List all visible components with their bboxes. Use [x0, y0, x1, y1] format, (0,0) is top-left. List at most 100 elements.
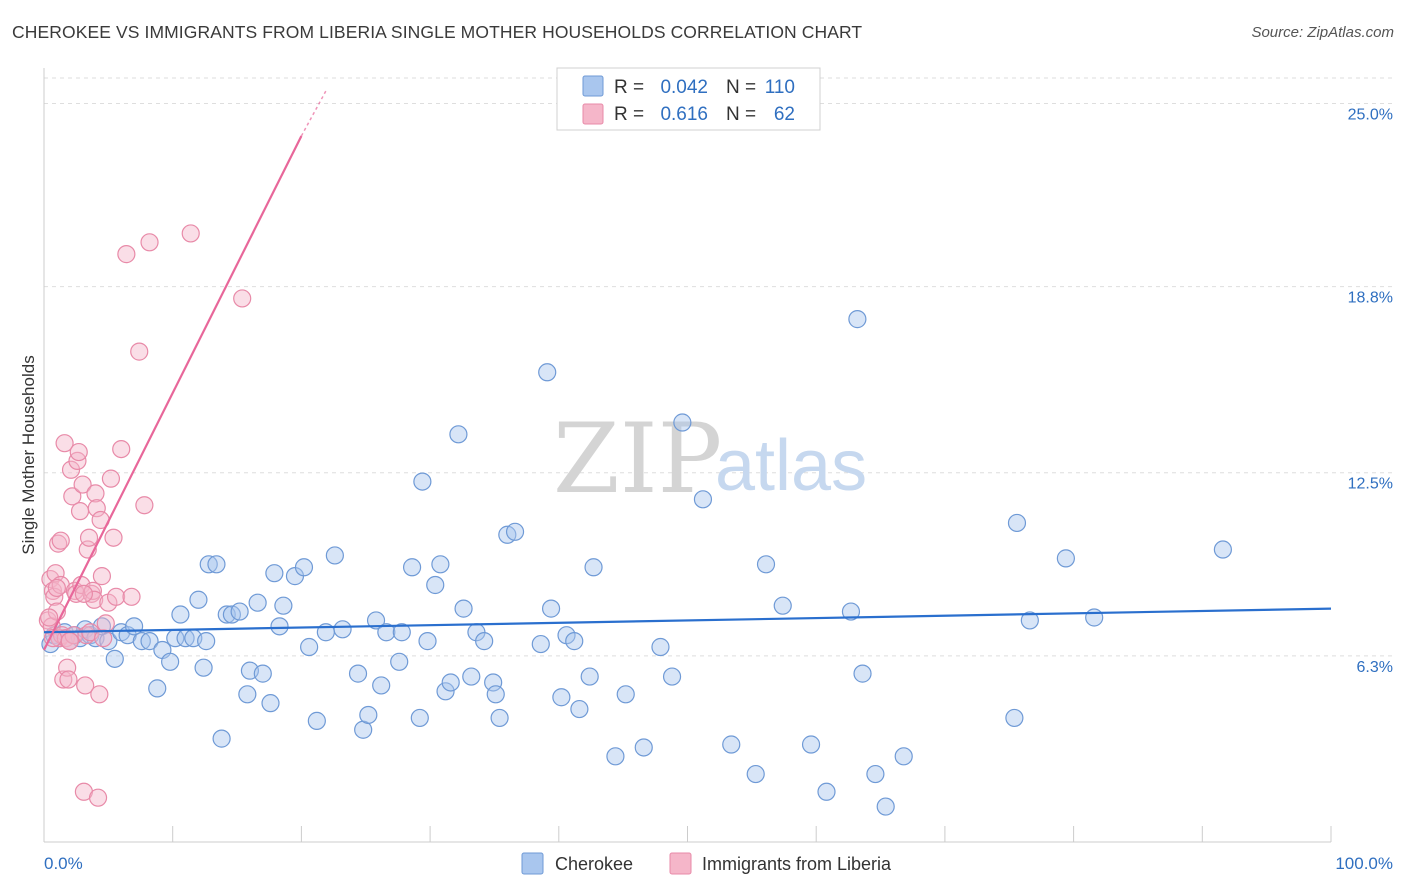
liberia-point — [140, 233, 159, 252]
cherokee-point — [1007, 513, 1027, 533]
cherokee-point — [565, 632, 584, 651]
cherokee-point — [372, 676, 391, 695]
cherokee-point — [265, 564, 284, 583]
cherokee-point — [307, 711, 326, 730]
cherokee-point — [538, 363, 557, 382]
liberia-point — [55, 434, 74, 453]
cherokee-point — [300, 637, 319, 657]
cherokee-point — [584, 558, 603, 577]
cherokee-point — [359, 705, 378, 725]
bottom-legend-label-cherokee: Cherokee — [555, 854, 633, 874]
liberia-point — [130, 342, 149, 361]
liberia-point — [79, 528, 99, 547]
cherokee-point — [462, 667, 481, 686]
x-tick-label-max: 100.0% — [1335, 854, 1393, 873]
cherokee-point — [390, 652, 409, 671]
cherokee-point — [1085, 608, 1104, 627]
cherokee-point — [197, 632, 216, 651]
liberia-point — [54, 670, 73, 689]
cherokee-point — [454, 599, 473, 618]
cherokee-point — [261, 694, 280, 713]
y-tick-labels: 6.3% 12.5% 18.8% 25.0% — [1348, 106, 1393, 675]
cherokee-point — [148, 679, 167, 698]
liberia-point — [92, 567, 112, 586]
y-tick-label: 25.0% — [1348, 106, 1393, 123]
liberia-point — [61, 460, 81, 479]
cherokee-point — [377, 623, 396, 642]
cherokee-point — [673, 413, 692, 432]
liberia-point — [94, 629, 113, 648]
cherokee-point — [436, 682, 455, 701]
cherokee-point — [413, 472, 432, 491]
cherokee-point — [746, 764, 765, 784]
liberia-point — [181, 224, 200, 243]
cherokee-point — [410, 708, 429, 728]
liberia-point — [106, 587, 126, 606]
correlation-legend: R = 0.042 N = 110 R = 0.616 N = 62 — [556, 67, 821, 131]
cherokee-point — [140, 632, 159, 651]
liberia-trend-extension — [300, 88, 328, 137]
y-tick-label: 18.8% — [1348, 290, 1393, 307]
chart-title: CHEROKEE VS IMMIGRANTS FROM LIBERIA SING… — [12, 22, 863, 42]
cherokee-point — [853, 664, 872, 683]
bottom-legend-swatch-liberia — [669, 852, 692, 875]
legend-n-label-2: N = — [726, 104, 756, 125]
cherokee-point — [552, 688, 571, 707]
cherokee-point — [212, 729, 231, 748]
liberia-point — [233, 289, 252, 308]
cherokee-point — [1005, 708, 1024, 728]
cherokee-point — [490, 708, 509, 728]
grid-lines — [44, 77, 1393, 657]
x-tick-label-min: 0.0% — [44, 854, 83, 873]
bottom-legend-label-liberia: Immigrants from Liberia — [702, 854, 892, 874]
cherokee-point — [505, 522, 525, 541]
cherokee-point — [662, 667, 682, 686]
cherokee-point — [431, 555, 450, 574]
cherokee-point — [475, 632, 494, 651]
cherokee-point — [171, 605, 190, 624]
cherokee-point — [841, 602, 861, 621]
liberia-point — [85, 590, 104, 609]
liberia-trend-line — [43, 135, 303, 651]
legend-n-value-1: 110 — [765, 77, 795, 98]
cherokee-point — [817, 782, 836, 801]
cherokee-point — [756, 555, 776, 574]
cherokee-point — [348, 664, 368, 683]
liberia-point — [59, 670, 78, 689]
liberia-point — [70, 502, 90, 521]
cherokee-point — [570, 699, 589, 719]
liberia-point — [60, 632, 79, 651]
cherokee-point — [634, 738, 653, 757]
cherokee-point — [486, 685, 505, 704]
cherokee-point — [253, 664, 272, 683]
x-ticks — [43, 826, 1332, 842]
legend-n-value-2: 62 — [774, 104, 795, 125]
liberia-point — [69, 442, 88, 462]
liberia-point — [104, 528, 123, 547]
cherokee-point — [274, 596, 293, 615]
liberia-point — [74, 584, 93, 603]
liberia-point — [122, 587, 141, 606]
liberia-point — [86, 484, 105, 503]
cherokee-point — [1056, 549, 1075, 568]
cherokee-point — [606, 747, 625, 766]
cherokee-point — [238, 685, 257, 704]
cherokee-point — [392, 623, 411, 642]
liberia-point — [117, 245, 136, 264]
cherokee-point — [194, 658, 213, 677]
cherokee-point — [722, 735, 741, 754]
cherokee-point — [651, 637, 670, 657]
liberia-point — [76, 676, 95, 695]
cherokee-point — [230, 602, 249, 621]
watermark-zip-text: ZIP — [553, 403, 722, 515]
legend-r-label-2: R = — [614, 104, 644, 125]
series-legend: Cherokee Immigrants from Liberia — [521, 852, 892, 875]
cherokee-point — [693, 490, 713, 509]
y-axis-title: Single Mother Households — [19, 355, 38, 554]
liberia-point — [51, 531, 70, 550]
cherokee-point — [580, 667, 599, 686]
cherokee-point — [773, 596, 792, 615]
liberia-point — [63, 487, 82, 506]
legend-r-value-1: 0.042 — [660, 77, 708, 98]
watermark: ZIP atlas — [553, 403, 867, 515]
